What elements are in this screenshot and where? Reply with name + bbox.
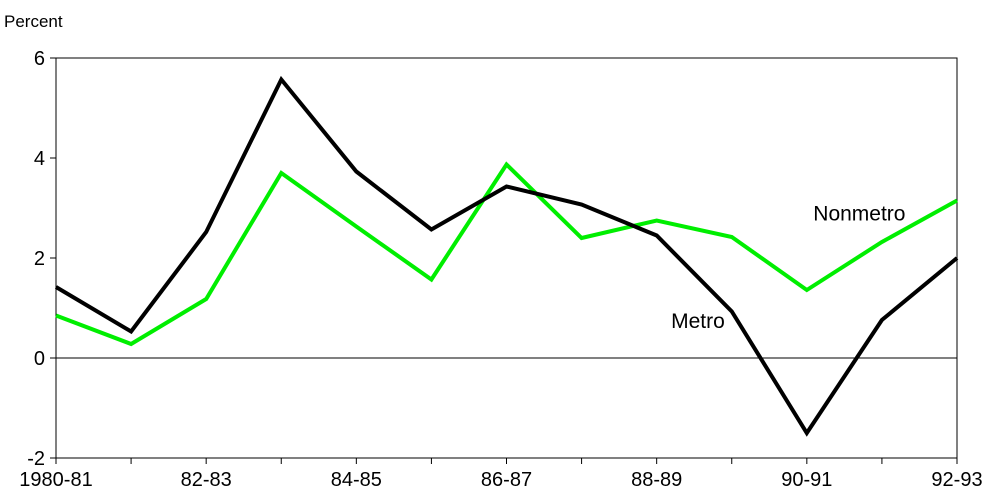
y-axis-label: Percent	[4, 12, 63, 31]
x-tick-label: 1980-81	[19, 469, 92, 491]
y-tick-label: 2	[34, 248, 45, 270]
x-tick-label: 82-83	[181, 469, 232, 491]
y-tick-label: 0	[34, 348, 45, 370]
x-tick-label: 84-85	[331, 469, 382, 491]
y-axis: -2 0 2 4 6	[27, 48, 56, 470]
y-tick-label: 6	[34, 48, 45, 70]
series-line-nonmetro	[55, 161, 958, 347]
x-tick-label: 86-87	[481, 469, 532, 491]
x-tick-label: 92-93	[931, 469, 982, 491]
plot-area	[55, 57, 958, 459]
series-line-metro	[54, 75, 959, 437]
y-tick-label: -2	[27, 448, 45, 470]
series-label-nonmetro: Nonmetro	[813, 203, 905, 226]
plot-border	[55, 57, 958, 459]
series-label-metro: Metro	[671, 310, 725, 333]
series-lines	[54, 75, 959, 437]
x-tick-label: 90-91	[781, 469, 832, 491]
x-axis: 1980-81 82-83 84-85 86-87 88-89 90-91 92-93	[19, 458, 983, 491]
x-tick-label: 88-89	[631, 469, 682, 491]
y-tick-label: 4	[34, 148, 45, 170]
series-labels: Metro Nonmetro	[671, 203, 905, 334]
